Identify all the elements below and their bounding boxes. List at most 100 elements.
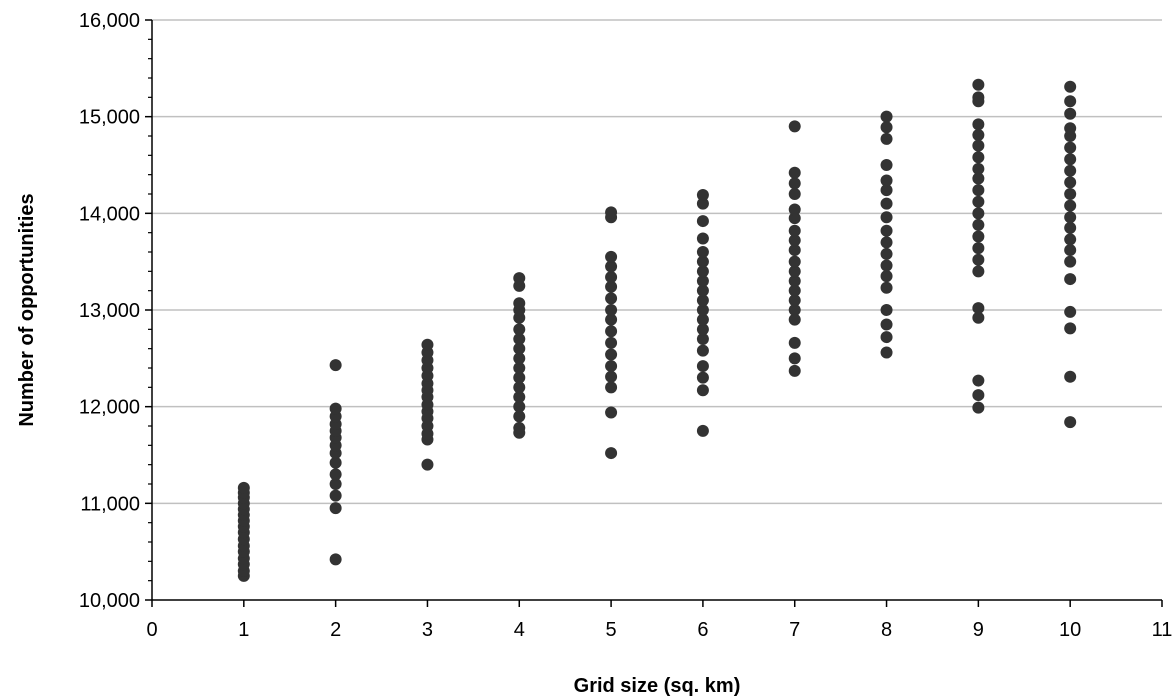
data-point — [696, 344, 709, 357]
y-tick-label: 10,000 — [79, 590, 140, 612]
data-point — [1064, 107, 1077, 120]
data-point — [696, 275, 709, 287]
data-point — [788, 255, 801, 268]
data-point — [880, 270, 893, 283]
gridlines — [152, 19, 1162, 505]
y-axis-title: Number of opportunities — [16, 193, 38, 426]
data-point — [788, 364, 801, 377]
data-point — [605, 292, 618, 305]
data-point — [972, 151, 985, 164]
data-point — [972, 230, 985, 243]
data-point — [972, 207, 985, 220]
data-point — [880, 184, 893, 197]
data-point — [329, 502, 342, 515]
data-point — [1064, 322, 1077, 335]
y-tick-label: 16,000 — [79, 10, 140, 32]
data-point — [513, 323, 526, 336]
data-point — [972, 253, 985, 266]
data-point — [972, 242, 985, 255]
x-axis-title: Grid size (sq. km) — [574, 675, 741, 697]
data-point — [605, 336, 618, 349]
data-point — [696, 215, 709, 228]
data-point — [880, 132, 893, 145]
data-point — [1064, 188, 1077, 200]
data-point — [1064, 141, 1077, 154]
data-point — [1064, 164, 1077, 177]
data-point — [237, 481, 250, 494]
x-tick-label: 9 — [973, 619, 984, 641]
data-point — [788, 313, 801, 326]
data-point — [1064, 122, 1077, 135]
data-point — [972, 401, 985, 414]
data-point — [880, 247, 893, 260]
data-point — [880, 331, 893, 344]
data-point — [696, 424, 709, 437]
y-tick-label: 11,000 — [80, 493, 140, 515]
x-ticks: 0 1 2 3 4 5 6 7 8 9 10 11 — [146, 600, 1172, 641]
data-point — [880, 224, 893, 237]
data-point — [1064, 80, 1077, 93]
data-point — [788, 224, 801, 237]
y-axis: 10,000 11,000 12,000 13,000 14,000 15,000 16,0… — [79, 10, 153, 612]
data-point — [696, 255, 709, 268]
data-point — [788, 166, 801, 179]
data-point — [880, 281, 893, 294]
data-point — [513, 391, 526, 403]
data-point — [329, 468, 342, 481]
data-point — [972, 162, 985, 175]
data-point — [972, 389, 985, 402]
data-point — [972, 184, 985, 197]
data-point — [513, 410, 526, 423]
data-point — [880, 304, 893, 316]
data-point — [513, 421, 526, 434]
data-points — [237, 78, 1077, 582]
data-point — [1064, 153, 1077, 166]
x-tick-label: 3 — [422, 619, 433, 641]
data-point — [605, 348, 618, 361]
data-point — [696, 188, 709, 201]
data-point — [788, 234, 801, 247]
data-point — [972, 172, 985, 185]
data-point — [972, 78, 985, 91]
x-tick-label: 8 — [881, 619, 892, 641]
data-point — [1064, 221, 1077, 234]
data-point — [696, 265, 709, 278]
data-point — [605, 260, 618, 273]
data-point — [1064, 211, 1077, 224]
data-point — [421, 338, 434, 351]
data-point — [605, 250, 618, 263]
x-tick-label: 10 — [1059, 619, 1081, 641]
x-tick-label: 2 — [330, 619, 341, 641]
data-point — [605, 406, 618, 419]
data-point — [605, 370, 618, 383]
data-point — [696, 232, 709, 245]
data-point — [972, 195, 985, 208]
y-tick-label: 12,000 — [79, 397, 140, 419]
x-tick-label: 5 — [606, 619, 617, 641]
data-point — [1064, 416, 1077, 429]
data-point — [788, 275, 801, 287]
data-point — [513, 371, 526, 384]
data-point — [696, 197, 709, 210]
data-point — [696, 313, 709, 326]
data-point — [972, 139, 985, 152]
data-point — [972, 374, 985, 387]
y-tick-label: 15,000 — [79, 107, 140, 129]
data-point — [972, 265, 985, 278]
data-point — [696, 360, 709, 373]
data-point — [513, 342, 526, 355]
data-point — [1064, 244, 1077, 257]
data-point — [1064, 370, 1077, 383]
data-point — [696, 323, 709, 336]
data-point — [1064, 199, 1077, 212]
x-axis: 0 1 2 3 4 5 6 7 8 9 10 11 — [146, 599, 1172, 641]
data-point — [880, 236, 893, 249]
data-point — [605, 271, 618, 284]
data-point — [880, 159, 893, 171]
data-point — [1064, 273, 1077, 286]
data-point — [1064, 305, 1077, 318]
data-point — [513, 400, 526, 413]
data-point — [788, 212, 801, 225]
y-tick-label: 14,000 — [79, 203, 140, 225]
